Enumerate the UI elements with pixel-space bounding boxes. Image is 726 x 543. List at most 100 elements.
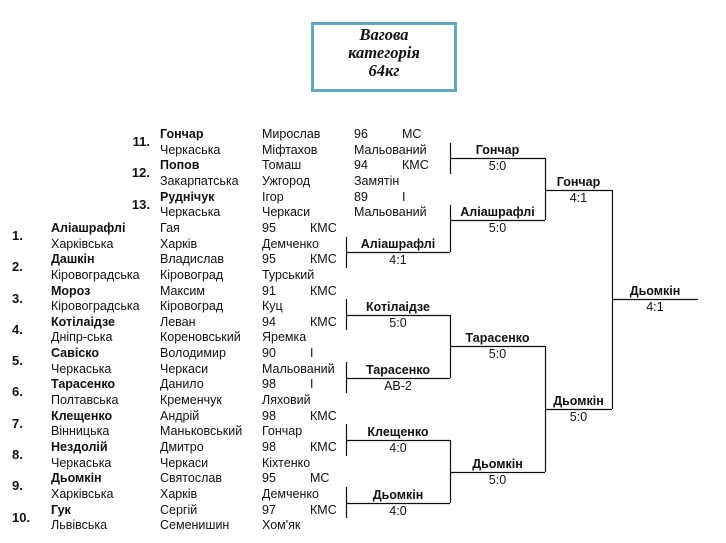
- participant-region: Дніпр-ська: [51, 330, 113, 345]
- participant-number: 2.: [12, 259, 23, 275]
- participant-rank: МС: [402, 127, 422, 141]
- participant-first-name: Данило: [160, 377, 204, 392]
- participant-coach: Турський: [262, 267, 315, 282]
- participant-number: 1.: [12, 227, 23, 243]
- participant-number: 4.: [12, 321, 23, 337]
- participant-year: 95: [262, 252, 276, 267]
- participant-region: Черкаська: [51, 361, 112, 376]
- bout-score: 4:1: [389, 253, 407, 267]
- participant-city: Семенишин: [160, 518, 230, 533]
- bout-winner: Клещенко: [367, 425, 429, 439]
- bout-winner: Тарасенко: [365, 363, 431, 377]
- participant-year: 91: [262, 283, 276, 298]
- participant-surname: Гук: [51, 502, 71, 517]
- participant-surname: Мороз: [51, 283, 91, 298]
- participant-year: 95: [262, 471, 276, 486]
- participant-region: Закарпатська: [160, 173, 239, 188]
- title-line-1: Вагова: [359, 25, 409, 44]
- participant-first-name: Максим: [160, 283, 205, 298]
- participant-year: 96: [354, 127, 368, 141]
- participant-year: 95: [262, 220, 276, 235]
- participant-year: 94: [354, 158, 368, 173]
- participant-first-name: Владислав: [160, 252, 224, 267]
- participant-rank: КМС: [310, 252, 337, 267]
- participant-surname: Клещенко: [51, 408, 113, 423]
- participant-region: Кіровоградська: [51, 267, 140, 282]
- participant-city: Кореновський: [160, 330, 241, 345]
- bout-winner: Гончар: [556, 175, 601, 189]
- participant-first-name: Ігор: [262, 189, 284, 204]
- participant-first-name: Святослав: [160, 471, 222, 486]
- bout-score: 5:0: [488, 159, 507, 173]
- participant-year: 90: [262, 346, 276, 361]
- participant-coach: Демченко: [262, 486, 319, 501]
- participant-number: 6.: [12, 384, 23, 400]
- bout-winner: Котілаідзе: [365, 300, 430, 314]
- bout-winner: Дьомкін: [372, 488, 424, 502]
- participant-number: 13.: [131, 196, 150, 212]
- participant-first-name: Андрій: [160, 408, 200, 423]
- participant-first-name: Томаш: [262, 158, 302, 173]
- participant-coach: Демченко: [262, 236, 319, 251]
- participant-coach: Кіхтенко: [262, 455, 311, 470]
- participant-coach: Гончар: [262, 424, 303, 439]
- participant-region: Черкаська: [51, 455, 112, 470]
- participant-number: 9.: [12, 478, 23, 494]
- participant-number: 12.: [131, 165, 150, 181]
- title-line-2: категорія: [348, 43, 420, 62]
- bout-score: 5:0: [488, 473, 507, 487]
- bout-winner: Дьомкін: [553, 394, 604, 408]
- bout-score: 5:0: [488, 221, 507, 235]
- participant-year: 98: [262, 440, 276, 454]
- participant-city: Міфтахов: [262, 142, 318, 157]
- participant-region: Черкаська: [160, 205, 221, 220]
- participant-city: Черкаси: [160, 455, 209, 470]
- participant-region: Кіровоградська: [51, 299, 140, 314]
- participant-coach: Хом'як: [262, 518, 301, 533]
- participant-first-name: Леван: [160, 314, 196, 329]
- participant-city: Черкаси: [160, 361, 209, 376]
- bout-winner: Аліашрафлі: [460, 205, 535, 219]
- participant-rank: МС: [310, 471, 330, 486]
- participant-surname: Дьомкін: [51, 471, 102, 486]
- participant-city: Кременчук: [160, 393, 222, 408]
- bout-score: 5:0: [389, 316, 407, 330]
- participant-rank: І: [402, 189, 406, 204]
- bout-winner: Тарасенко: [465, 331, 530, 345]
- participant-rank: КМС: [310, 220, 337, 235]
- bout-score: 5:0: [488, 347, 507, 361]
- bout-winner: Дьомкін: [629, 284, 681, 298]
- participant-city: Ужгород: [262, 173, 311, 188]
- participant-number: 8.: [12, 447, 23, 462]
- participant-number: 10.: [12, 509, 31, 525]
- participant-city: Харків: [160, 486, 198, 501]
- participant-rank: І: [310, 346, 314, 361]
- participant-first-name: Сергій: [160, 502, 198, 517]
- participant-city: Черкаси: [262, 205, 311, 220]
- participant-coach: Куц: [262, 299, 283, 314]
- participant-rank: КМС: [310, 502, 337, 517]
- participant-city: Маньковський: [160, 424, 243, 439]
- participant-coach: Мальований: [354, 205, 427, 220]
- participant-rank: КМС: [310, 440, 337, 454]
- participant-region: Вінницька: [51, 424, 110, 439]
- participant-year: 98: [262, 377, 276, 392]
- participant-year: 97: [262, 502, 276, 517]
- participant-region: Харківська: [51, 486, 114, 501]
- bout-score: 4:1: [569, 191, 588, 205]
- participant-coach: Мальований: [354, 142, 427, 157]
- participant-surname: Тарасенко: [51, 377, 116, 392]
- participant-coach: Замятін: [354, 173, 400, 188]
- participant-region: Харківська: [51, 236, 114, 251]
- participant-rank: КМС: [310, 314, 337, 329]
- participant-surname: Дашкін: [51, 252, 95, 267]
- participant-surname: Аліашрафлі: [51, 220, 126, 235]
- participant-rank: КМС: [310, 283, 337, 298]
- participant-year: 89: [354, 189, 368, 204]
- participant-surname: Нездолій: [51, 440, 108, 454]
- participant-first-name: Дмитро: [160, 440, 204, 454]
- title-line-3: 64кг: [368, 61, 400, 80]
- bout-score: 4:0: [389, 441, 407, 455]
- participant-first-name: Мирослав: [262, 127, 321, 141]
